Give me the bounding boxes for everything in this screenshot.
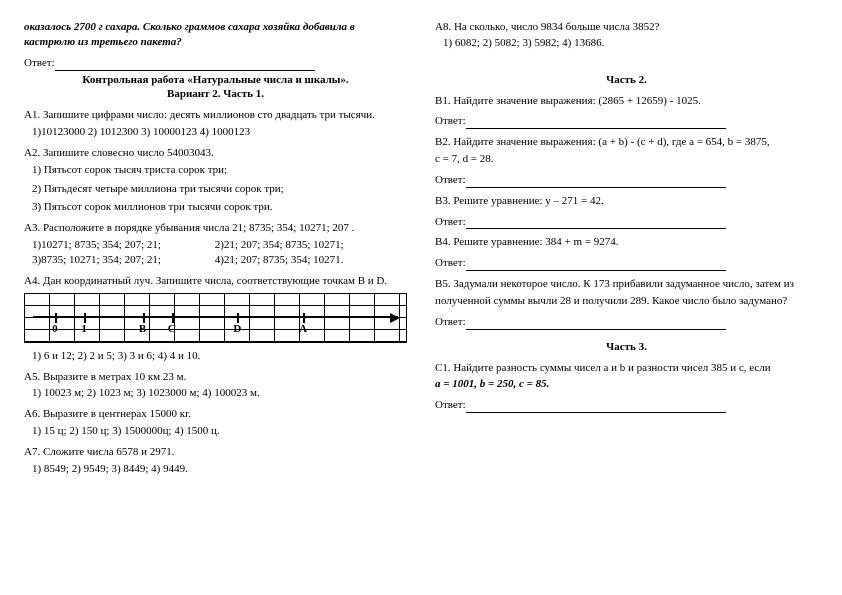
b1-ans: Ответ: — [435, 114, 818, 129]
number-line: 0 1 B C D A — [24, 293, 407, 343]
answer-row: Ответ: — [24, 56, 407, 71]
a3-1: 1)10271; 8735; 354; 207; 21; — [32, 238, 212, 253]
q-a5: А5. Выразите в метрах 10 км 23 м. — [24, 370, 407, 385]
b3-ans: Ответ: — [435, 215, 818, 230]
q-c1b: а = 1001, b = 250, с = 85. — [435, 377, 818, 392]
ans-label2: Ответ: — [435, 174, 466, 186]
q-a7: А7. Сложите числа 6578 и 2971. — [24, 445, 407, 460]
q-a4-text: А4. Дан координатный луч. Запишите числа… — [24, 275, 387, 287]
a3-3: 3)8735; 10271; 354; 207; 21; — [32, 253, 212, 268]
ans-label6: Ответ: — [435, 399, 466, 411]
part3-heading: Часть 3. — [435, 340, 818, 355]
nl-B: B — [139, 322, 146, 337]
b5-ans: Ответ: — [435, 315, 818, 330]
ans-blank — [466, 117, 726, 129]
q-a5-opts: 1) 10023 м; 2) 1023 м; 3) 1023000 м; 4) … — [32, 386, 407, 401]
axis: 0 1 B C D A — [33, 316, 398, 318]
q-b2a: В2. Найдите значение выражения: (a + b) … — [435, 135, 818, 150]
q-b5b: полученной суммы вычли 28 и получили 289… — [435, 294, 818, 309]
q-a3: А3. Расположите в порядке убывания числа… — [24, 221, 407, 236]
q-a6-opts: 1) 15 ц; 2) 150 ц; 3) 1500000ц; 4) 1500 … — [32, 424, 407, 439]
a3-4: 4)21; 207; 8735; 354; 10271. — [215, 253, 395, 268]
nl-A: A — [299, 322, 307, 337]
q-c1a: С1. Найдите разность суммы чисел а и b и… — [435, 361, 818, 376]
heading1: Контрольная работа «Натуральные числа и … — [24, 73, 407, 88]
c1-ans: Ответ: — [435, 398, 818, 413]
left-column: оказалось 2700 г сахара. Сколько граммов… — [24, 20, 407, 575]
q-a3-opts: 1)10271; 8735; 354; 207; 21; 2)21; 207; … — [32, 238, 407, 268]
ans-blank2 — [466, 176, 726, 188]
q-b1: В1. Найдите значение выражения: (2865 + … — [435, 94, 818, 109]
answer-label: Ответ: — [24, 57, 55, 69]
answer-blank — [55, 59, 315, 71]
intro-line1: оказалось 2700 г сахара. Сколько граммов… — [24, 20, 407, 35]
ans-blank3 — [466, 217, 726, 229]
q-a4: А4. Дан координатный луч. Запишите числа… — [24, 274, 407, 289]
q-b5a: В5. Задумали некоторое число. К 173 приб… — [435, 277, 818, 292]
q-b2b: c = 7, d = 28. — [435, 152, 818, 167]
intro-line2: кастрюлю из третьего пакета? — [24, 35, 407, 50]
a3-2: 2)21; 207; 354; 8735; 10271; — [215, 238, 395, 253]
nl-C: C — [168, 322, 176, 337]
ans-label3: Ответ: — [435, 216, 466, 228]
q-a8-opts: 1) 6082; 2) 5082; 3) 5982; 4) 13686. — [443, 36, 818, 51]
ans-label: Ответ: — [435, 115, 466, 127]
part2-heading: Часть 2. — [435, 73, 818, 88]
q-a2-c: 3) Пятьсот сорок миллионов три тысячи со… — [32, 200, 407, 215]
ans-label5: Ответ: — [435, 316, 466, 328]
ans-blank4 — [466, 259, 726, 271]
q-a1-opts: 1)10123000 2) 1012300 3) 10000123 4) 100… — [32, 125, 407, 140]
q-a6: А6. Выразите в центнерах 15000 кг. — [24, 407, 407, 422]
ans-blank5 — [466, 318, 726, 330]
ans-blank6 — [466, 401, 726, 413]
q-a2: А2. Запишите словесно число 54003043. — [24, 146, 407, 161]
nl-D: D — [233, 322, 241, 337]
q-a7-opts: 1) 8549; 2) 9549; 3) 8449; 4) 9449. — [32, 462, 407, 477]
b4-ans: Ответ: — [435, 256, 818, 271]
ans-label4: Ответ: — [435, 257, 466, 269]
right-column: А8. На сколько, число 9834 больше числа … — [435, 20, 818, 575]
q-b4: В4. Решите уравнение: 384 + m = 9274. — [435, 235, 818, 250]
heading2: Вариант 2. Часть 1. — [24, 87, 407, 102]
q-a4-opts: 1) 6 и 12; 2) 2 и 5; 3) 3 и 6; 4) 4 и 10… — [32, 349, 407, 364]
b2-ans: Ответ: — [435, 173, 818, 188]
q-b3: В3. Решите уравнение: y – 271 = 42. — [435, 194, 818, 209]
nl-1: 1 — [81, 322, 87, 337]
q-a2-b: 2) Пятьдесят четыре миллиона три тысячи … — [32, 182, 407, 197]
q-a1: А1. Запишите цифрами число: десять милли… — [24, 108, 407, 123]
q-a8: А8. На сколько, число 9834 больше числа … — [435, 20, 818, 35]
q-a2-a: 1) Пятьсот сорок тысяч триста сорок три; — [32, 163, 407, 178]
nl-0: 0 — [52, 322, 58, 337]
